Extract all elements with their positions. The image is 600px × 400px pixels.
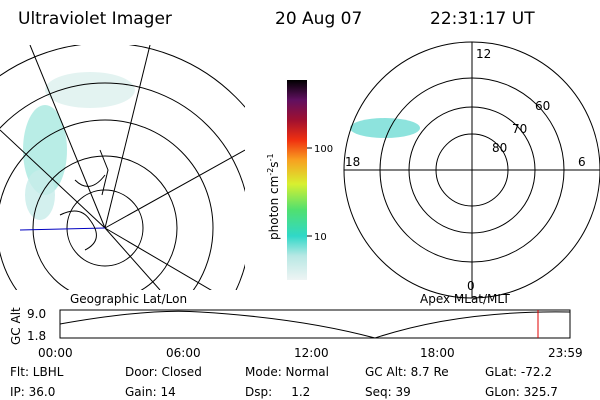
colorbar — [287, 80, 307, 280]
lat-label: 80 — [492, 141, 507, 155]
date: 20 Aug 07 — [275, 9, 362, 29]
x-tick: 00:00 — [38, 346, 73, 360]
x-tick: 23:59 — [548, 346, 583, 360]
altitude-curve — [59, 310, 571, 339]
x-tick: 18:00 — [420, 346, 455, 360]
y-label: GC Alt — [9, 307, 23, 345]
info-field: Door: Closed — [125, 365, 202, 379]
lat-label: 70 — [512, 122, 527, 136]
colorbar-label: photon cm-2s-1 — [266, 153, 281, 240]
colorbar-tick: 100 — [314, 144, 333, 155]
y-tick: 9.0 — [27, 307, 46, 321]
info-field: GLon: 325.7 — [485, 385, 558, 399]
y-tick: 1.8 — [27, 329, 46, 343]
info-field: Mode: Normal — [245, 365, 329, 379]
x-tick: 12:00 — [294, 346, 329, 360]
mlt-label: 0 — [467, 279, 475, 293]
colorbar-tick: 10 — [314, 232, 327, 243]
info-field: GC Alt: 8.7 Re — [365, 365, 449, 379]
title: Ultraviolet Imager — [18, 9, 172, 29]
info-field: IP: 36.0 — [10, 385, 55, 399]
info-field: Dsp: 1.2 — [245, 385, 310, 399]
geo-map — [0, 45, 245, 290]
right-caption: Apex MLat/MLT — [420, 292, 510, 306]
mlt-label: 6 — [578, 155, 586, 169]
lat-label: 60 — [535, 99, 550, 113]
info-field: Flt: LBHL — [10, 365, 64, 379]
left-caption: Geographic Lat/Lon — [70, 292, 187, 306]
info-field: Seq: 39 — [365, 385, 411, 399]
time: 22:31:17 UT — [430, 9, 535, 29]
x-tick: 06:00 — [166, 346, 201, 360]
info-field: Gain: 14 — [125, 385, 176, 399]
mag-polar — [343, 41, 600, 299]
mlt-label: 18 — [345, 155, 360, 169]
mlt-label: 12 — [476, 47, 491, 61]
info-field: GLat: -72.2 — [485, 365, 552, 379]
